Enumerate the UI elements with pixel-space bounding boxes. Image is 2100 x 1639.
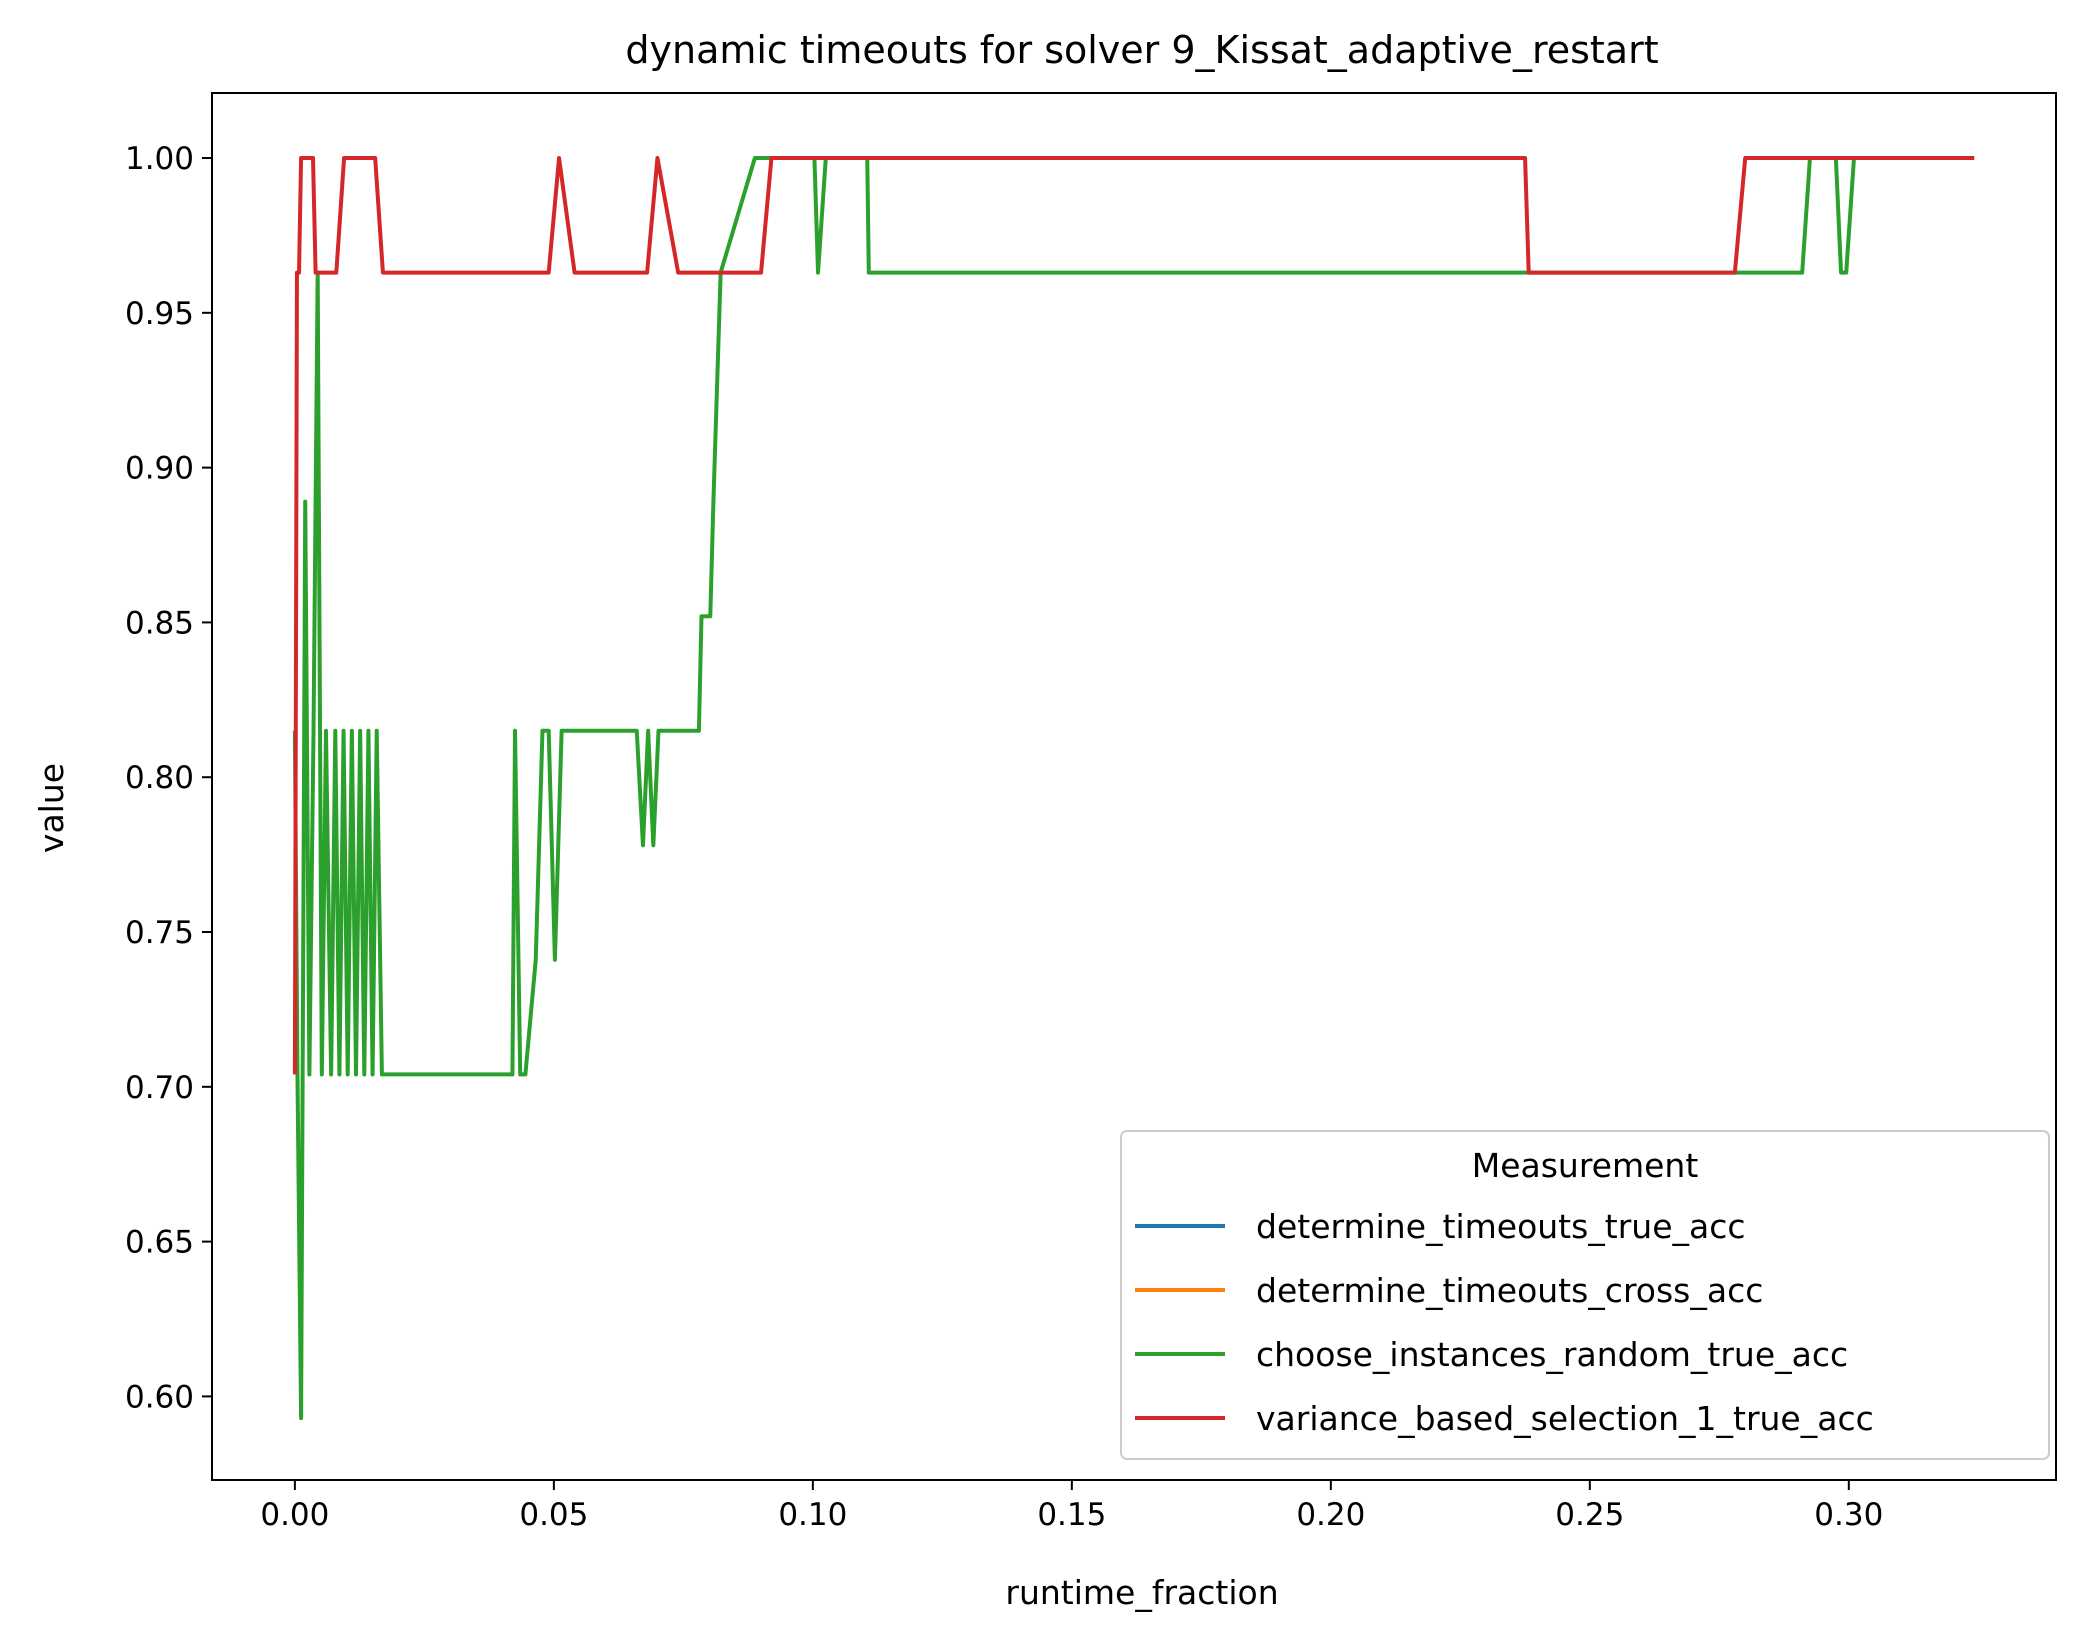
- chart-title: dynamic timeouts for solver 9_Kissat_ada…: [625, 28, 1658, 72]
- x-tick-label: 0.25: [1555, 1497, 1624, 1533]
- x-tick-label: 0.15: [1037, 1497, 1106, 1533]
- legend-entries: determine_timeouts_true_acc determine_tim…: [1135, 1207, 1874, 1438]
- y-tick-label: 0.65: [125, 1225, 194, 1261]
- series-line-choose_instances_random_true_acc: [292, 156, 1975, 1421]
- legend: Measurement determine_timeouts_true_accd…: [1120, 1130, 2050, 1460]
- y-tick-label: 0.95: [125, 296, 194, 332]
- x-axis-label: runtime_fraction: [1005, 1573, 1278, 1612]
- x-tick-label: 0.20: [1296, 1497, 1365, 1533]
- x-tick-label: 0.30: [1814, 1497, 1883, 1533]
- x-tick-label: 0.10: [778, 1497, 847, 1533]
- series-line-variance_based_selection_1_true_acc: [292, 156, 1975, 1075]
- y-tick-label: 0.70: [125, 1070, 194, 1106]
- y-tick-label: 0.60: [125, 1379, 194, 1415]
- axes-frame: [211, 92, 2057, 1481]
- y-axis-label: value: [32, 763, 71, 853]
- y-tick-label: 0.75: [125, 915, 194, 951]
- legend-label: determine_timeouts_true_acc: [1256, 1207, 1746, 1246]
- x-tick-label: 0.05: [519, 1497, 588, 1533]
- y-tick-label: 0.85: [125, 605, 194, 641]
- x-axis: 0.00 0.05 0.10 0.15 0.20 0.25 0.30: [260, 1480, 1883, 1533]
- y-tick-label: 0.90: [125, 451, 194, 487]
- y-axis: 0.60 0.65 0.70 0.75 0.80 0.85 0.90 0.95 1.00: [125, 141, 212, 1415]
- y-tick-label: 0.80: [125, 760, 194, 796]
- x-tick-label: 0.00: [260, 1497, 329, 1533]
- legend-label: variance_based_selection_1_true_acc: [1256, 1399, 1874, 1438]
- legend-box: [1120, 1130, 2050, 1460]
- plot-area: [211, 92, 2057, 1481]
- legend-title: Measurement: [1472, 1146, 1699, 1185]
- y-tick-label: 1.00: [125, 141, 194, 177]
- legend-label: determine_timeouts_cross_acc: [1256, 1271, 1763, 1310]
- legend-label: choose_instances_random_true_acc: [1256, 1335, 1848, 1374]
